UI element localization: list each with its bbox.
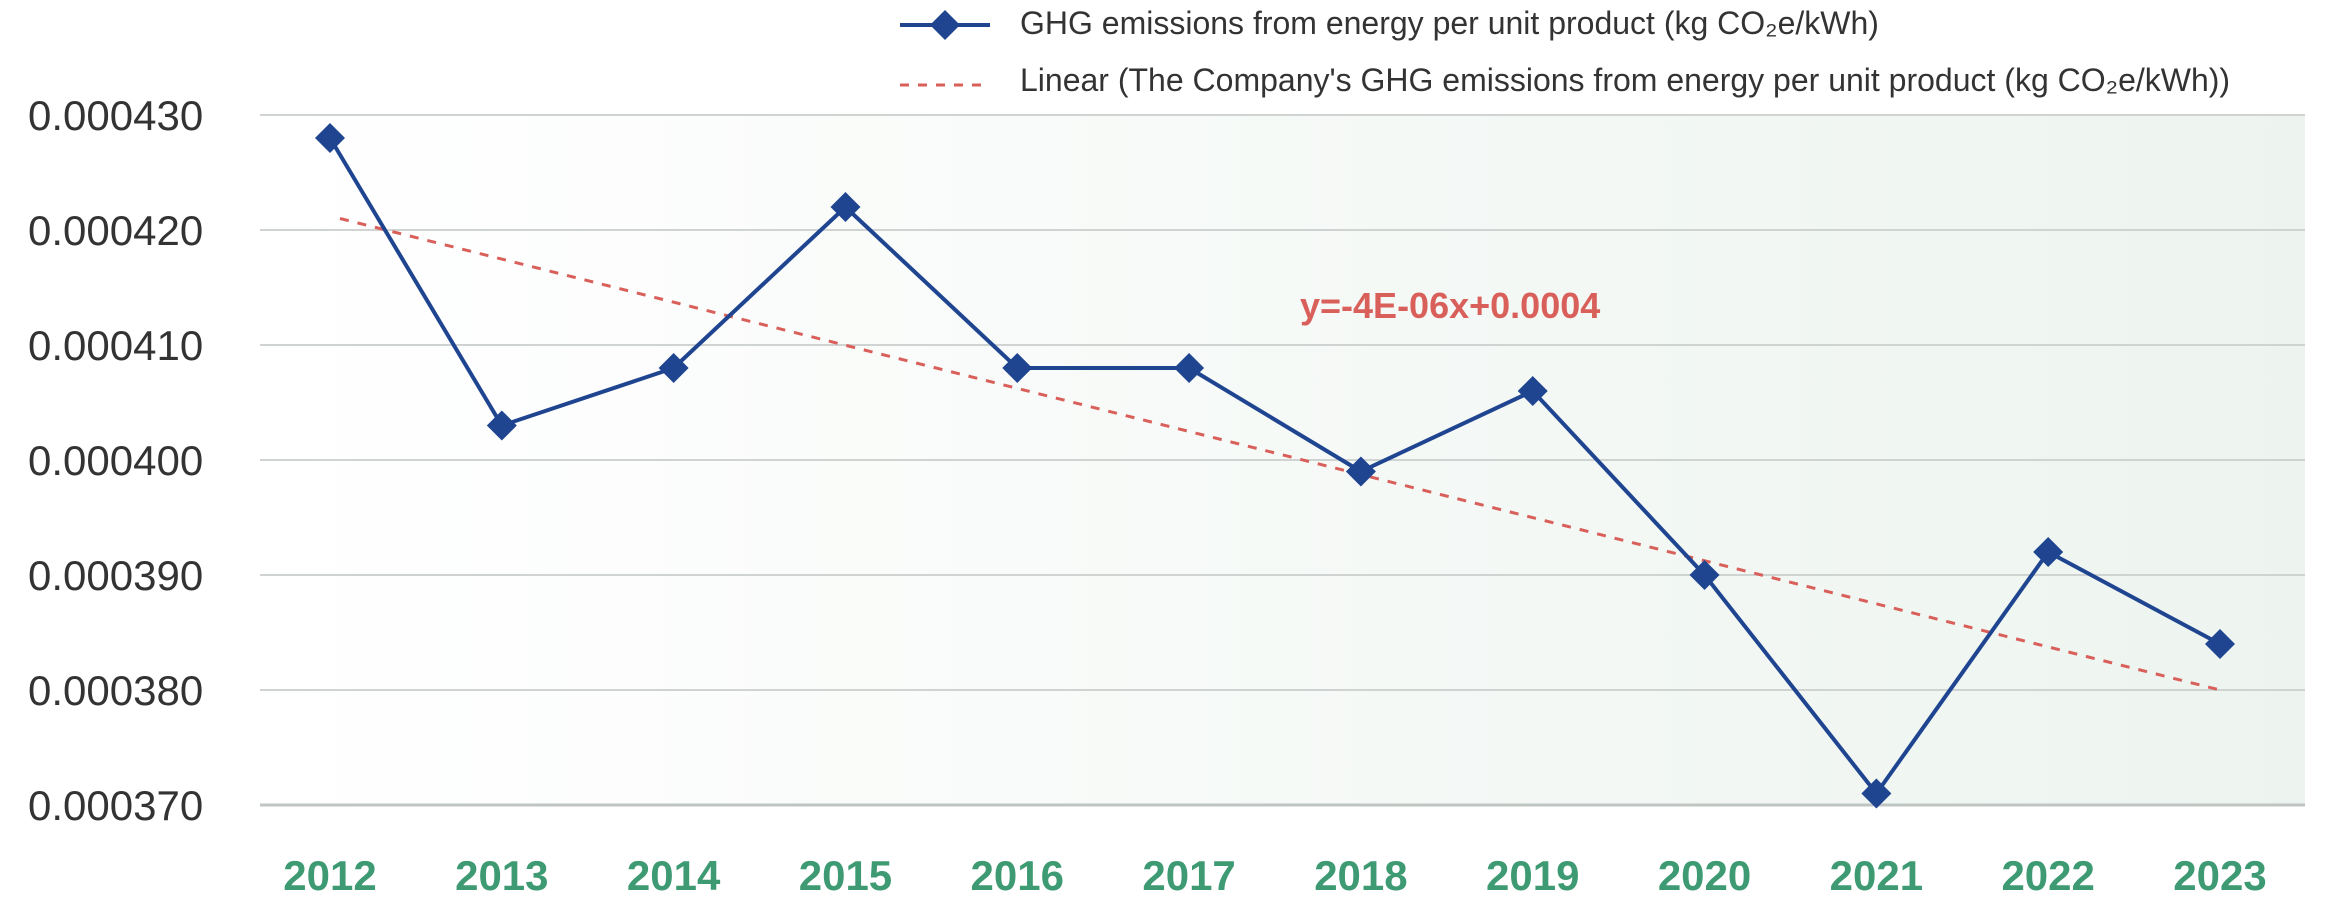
series-line	[328, 136, 2221, 796]
data-point-marker	[1861, 778, 1892, 809]
data-point-marker	[658, 353, 689, 383]
data-point-marker	[830, 192, 861, 222]
data-point-marker	[486, 410, 517, 441]
x-tick-label: 2019	[1486, 852, 1579, 899]
data-point-marker	[2205, 629, 2235, 659]
y-tick-label: 0.000390	[28, 552, 203, 599]
x-axis-ticks: 2012 2013 2014 2015 2016 2017 2018 2019 2020 2021…	[283, 852, 2266, 899]
x-tick-label: 2017	[1142, 852, 1235, 899]
trendline-equation: y=-4E-06x+0.0004	[1300, 285, 1600, 326]
legend: GHG emissions from energy per unit produ…	[900, 5, 2230, 98]
data-point-marker	[1517, 376, 1548, 406]
x-tick-label: 2013	[455, 852, 548, 899]
data-point-marker	[2033, 537, 2064, 567]
x-tick-label: 2023	[2173, 852, 2266, 899]
data-point-marker	[1174, 353, 1205, 383]
x-tick-label: 2022	[2001, 852, 2094, 899]
gridlines	[260, 114, 2305, 807]
data-point-marker	[315, 123, 345, 153]
y-tick-label: 0.000370	[28, 782, 203, 829]
series-markers	[315, 123, 2235, 809]
x-tick-label: 2015	[799, 852, 892, 899]
x-tick-label: 2016	[971, 852, 1064, 899]
y-axis-ticks: 0.000430 0.000420 0.000410 0.000400 0.000390…	[28, 92, 203, 829]
y-tick-label: 0.000410	[28, 322, 203, 369]
x-tick-label: 2012	[283, 852, 376, 899]
data-point-marker	[1689, 560, 1720, 590]
y-tick-label: 0.000400	[28, 437, 203, 484]
y-tick-label: 0.000380	[28, 667, 203, 714]
x-tick-label: 2014	[627, 852, 721, 899]
y-tick-label: 0.000430	[28, 92, 203, 139]
legend-series-label: GHG emissions from energy per unit produ…	[1020, 5, 1879, 41]
data-point-marker	[1345, 456, 1376, 487]
y-tick-label: 0.000420	[28, 207, 203, 254]
legend-series-marker	[930, 10, 960, 40]
x-tick-label: 2020	[1658, 852, 1751, 899]
x-tick-label: 2018	[1314, 852, 1407, 899]
legend-trend-label: Linear (The Company's GHG emissions from…	[1020, 62, 2230, 98]
x-tick-label: 2021	[1830, 852, 1923, 899]
data-point-marker	[1002, 353, 1033, 383]
